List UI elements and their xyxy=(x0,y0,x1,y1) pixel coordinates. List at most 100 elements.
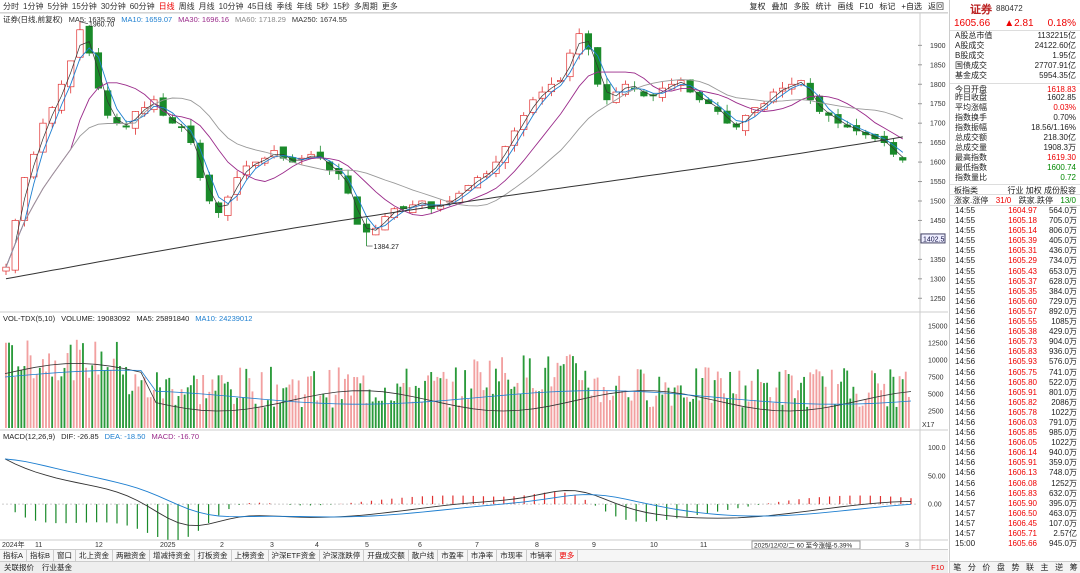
tab-index-class[interactable]: 板指类 xyxy=(954,186,978,195)
indicator-tab-6[interactable]: 打板资金 xyxy=(195,550,232,561)
tab-industry[interactable]: 行业 加权 成份股容 xyxy=(1007,186,1076,195)
volume-bar xyxy=(430,372,433,428)
indicator-tab-13[interactable]: 市净率 xyxy=(468,550,498,561)
price-axis-label: 1600 xyxy=(930,160,946,167)
macd-series xyxy=(2,458,918,540)
tick-price: 1606.50 xyxy=(1008,508,1037,518)
tool-1[interactable]: 叠加 xyxy=(771,2,788,11)
indicator-tab-1[interactable]: 指标B xyxy=(27,550,55,561)
volume-bar xyxy=(41,359,44,428)
indicator-tab-10[interactable]: 开盘成交额 xyxy=(364,550,409,561)
tool-2[interactable]: 多股 xyxy=(793,2,810,11)
period-9[interactable]: 10分钟 xyxy=(218,1,244,11)
indicator-tab-3[interactable]: 北上资金 xyxy=(76,550,114,561)
volume-bar xyxy=(907,396,910,428)
tick-volume: 359.0万 xyxy=(1048,458,1077,468)
quote-footer-tab-0[interactable]: 笔 xyxy=(953,563,962,572)
period-6[interactable]: 日线 xyxy=(158,1,175,11)
indicator-tab-0[interactable]: 指标A xyxy=(0,550,28,561)
quote-footer-tab-1[interactable]: 分 xyxy=(967,563,976,572)
tick-time: 14:55 xyxy=(955,206,976,215)
period-15[interactable]: 多周期 xyxy=(353,1,378,11)
indicator-tab-16[interactable]: 更多 xyxy=(556,550,579,561)
volume-bar xyxy=(559,365,562,428)
volume-bar xyxy=(205,398,208,428)
quote-footer-tab-7[interactable]: 逆 xyxy=(1055,563,1064,572)
indicator-tab-12[interactable]: 市盈率 xyxy=(438,550,468,561)
candle-body xyxy=(11,220,19,271)
quote-footer-tab-2[interactable]: 价 xyxy=(982,563,991,572)
tick-time: 14:56 xyxy=(955,438,976,448)
tick-time: 14:56 xyxy=(955,407,976,417)
quote-panel: 证券 880472 1605.66 ▲2.81 0.18% A股总市值 11322… xyxy=(949,0,1080,573)
status-sector-fund[interactable]: 行业基金 xyxy=(42,563,72,572)
volume-bar xyxy=(32,378,35,428)
period-5[interactable]: 60分钟 xyxy=(129,1,155,11)
tool-7[interactable]: +自选 xyxy=(901,2,922,11)
volume-bar xyxy=(75,339,78,428)
volume-bar xyxy=(541,389,544,428)
volume-bar xyxy=(575,363,577,428)
period-16[interactable]: 更多 xyxy=(381,1,398,11)
indicator-tab-8[interactable]: 沪深ETF资金 xyxy=(269,550,320,561)
indicator-tab-15[interactable]: 市销率 xyxy=(527,550,557,561)
volume-bar xyxy=(719,378,722,428)
indicator-tab-14[interactable]: 市现率 xyxy=(497,550,527,561)
tick-price: 1605.38 xyxy=(1008,327,1037,337)
quote-footer-tab-4[interactable]: 势 xyxy=(1011,563,1020,572)
indicator-tab-7[interactable]: 上榜资金 xyxy=(232,550,269,561)
period-14[interactable]: 15秒 xyxy=(332,1,350,11)
stat-value: 1619.30 xyxy=(1047,153,1076,162)
period-0[interactable]: 分时 xyxy=(3,1,19,11)
stat-value: 0.03% xyxy=(1053,103,1076,112)
quote-footer-tab-8[interactable]: 筹 xyxy=(1069,563,1078,572)
tool-5[interactable]: F10 xyxy=(859,2,874,11)
volume-bar xyxy=(531,388,534,428)
tick-volume: 729.0万 xyxy=(1048,296,1077,306)
volume-bar xyxy=(880,390,883,428)
indicator-tab-9[interactable]: 沪深涨跌停 xyxy=(320,550,365,561)
tool-6[interactable]: 标记 xyxy=(879,2,896,11)
volume-bar xyxy=(732,393,735,428)
tool-8[interactable]: 返回 xyxy=(928,2,944,11)
quote-footer-tab-3[interactable]: 盘 xyxy=(996,563,1005,572)
period-11[interactable]: 季线 xyxy=(276,1,293,11)
quote-footer-tab-6[interactable]: 主 xyxy=(1040,563,1049,572)
status-f10[interactable]: F10 xyxy=(931,563,944,572)
indicator-tab-2[interactable]: 窗口 xyxy=(54,550,77,561)
stat-row: 总成交量 1908.3万 xyxy=(950,143,1080,153)
tick-price: 1604.97 xyxy=(1008,206,1037,215)
period-13[interactable]: 5秒 xyxy=(316,1,329,11)
indicator-tab-5[interactable]: 增减持资金 xyxy=(150,550,195,561)
candle-body xyxy=(316,151,324,159)
volume-bar xyxy=(26,340,29,428)
tool-0[interactable]: 复权 xyxy=(749,2,766,11)
indicator-tab-4[interactable]: 两融资金 xyxy=(113,550,151,561)
volume-bar xyxy=(818,371,821,428)
period-1[interactable]: 1分钟 xyxy=(23,1,44,11)
period-3[interactable]: 15分钟 xyxy=(71,1,97,11)
volume-bar xyxy=(106,367,109,428)
candle-body xyxy=(187,125,195,143)
period-2[interactable]: 5分钟 xyxy=(47,1,68,11)
quote-footer-tab-5[interactable]: 联 xyxy=(1026,563,1034,572)
tick-row: 14:56 1605.78 1022万 xyxy=(950,408,1080,418)
tool-3[interactable]: 统计 xyxy=(815,2,832,11)
tool-4[interactable]: 画线 xyxy=(837,2,854,11)
period-12[interactable]: 年线 xyxy=(296,1,313,11)
vol-legend-volume: VOLUME: 19083092 xyxy=(61,314,131,323)
kline-chart[interactable]: 1900 1850 1800 1750 1700 1650 1600 1550 1500 1450… xyxy=(0,0,948,549)
candle-body xyxy=(538,91,546,99)
status-linked-quote[interactable]: 关联报价 xyxy=(4,563,34,572)
volume-bar xyxy=(343,378,346,428)
tick-time: 14:56 xyxy=(955,357,976,367)
period-7[interactable]: 周线 xyxy=(178,1,195,11)
tick-volume: 734.0万 xyxy=(1048,256,1077,266)
period-10[interactable]: 45日线 xyxy=(247,1,273,11)
volume-bar xyxy=(313,371,316,428)
period-8[interactable]: 月线 xyxy=(198,1,215,11)
indicator-tab-11[interactable]: 散户线 xyxy=(409,550,439,561)
volume-bar xyxy=(91,365,94,428)
tick-list[interactable]: 14:55 1604.97 564.0万 14:55 1605.18 705.0万 14:5… xyxy=(950,206,1080,549)
period-4[interactable]: 30分钟 xyxy=(100,1,126,11)
